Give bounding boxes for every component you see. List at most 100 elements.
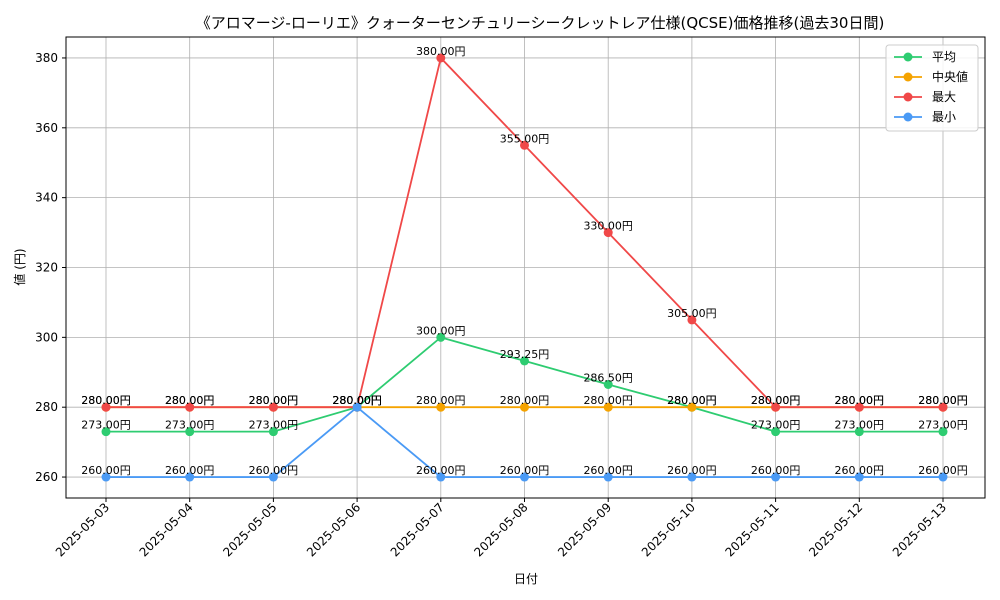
data-point	[520, 402, 529, 412]
legend-marker	[903, 72, 913, 82]
data-label: 355.00円	[500, 132, 550, 145]
legend-marker	[903, 52, 913, 62]
data-label: 305.00円	[667, 307, 717, 320]
data-point	[520, 472, 529, 482]
data-label: 293.25円	[500, 348, 550, 361]
data-point	[938, 402, 948, 412]
data-label: 280.00円	[918, 394, 968, 407]
x-tick-label: 2025-05-11	[723, 500, 782, 559]
y-tick-label: 340	[35, 191, 58, 205]
data-label: 280.00円	[751, 394, 801, 407]
data-point	[520, 140, 529, 150]
data-point	[771, 427, 781, 437]
x-axis-label: 日付	[514, 572, 538, 586]
legend-marker	[903, 112, 913, 122]
data-point	[854, 472, 864, 482]
legend-box	[885, 44, 979, 132]
legend-label: 平均	[932, 50, 956, 64]
data-point	[854, 402, 864, 412]
data-point	[268, 402, 278, 412]
data-point	[771, 472, 781, 482]
data-point	[352, 402, 362, 412]
x-tick-label: 2025-05-07	[388, 500, 447, 559]
y-tick-label: 380	[35, 51, 58, 65]
data-label: 260.00円	[918, 464, 968, 477]
data-label: 280.00円	[332, 394, 382, 407]
series-layer	[101, 53, 948, 482]
data-label: 280.00円	[667, 394, 717, 407]
data-point	[436, 402, 446, 412]
data-label: 260.00円	[667, 464, 717, 477]
data-label: 280.00円	[81, 394, 131, 407]
data-point	[603, 402, 613, 412]
x-tick-label: 2025-05-03	[53, 500, 112, 559]
data-label: 280.00円	[165, 394, 215, 407]
data-point	[185, 427, 195, 437]
x-tick-label: 2025-05-05	[220, 500, 279, 559]
data-label: 286.50円	[583, 371, 633, 384]
x-tick-label: 2025-05-13	[890, 500, 949, 559]
data-label: 273.00円	[81, 419, 131, 432]
data-point	[938, 472, 948, 482]
x-tick-label: 2025-05-08	[471, 500, 530, 559]
data-point	[101, 472, 111, 482]
data-label: 330.00円	[583, 220, 633, 233]
data-point	[436, 53, 446, 63]
data-label: 260.00円	[835, 464, 885, 477]
data-label: 280.00円	[249, 394, 299, 407]
y-tick-label: 260	[35, 470, 58, 484]
data-point	[854, 427, 864, 437]
data-point	[436, 332, 446, 342]
chart-title: 《アロマージ-ローリエ》クォーターセンチュリーシークレットレア仕様(QCSE)価…	[196, 14, 885, 32]
data-label: 273.00円	[249, 419, 299, 432]
data-label: 273.00円	[751, 419, 801, 432]
x-tick-label: 2025-05-12	[806, 500, 865, 559]
x-tick-label: 2025-05-04	[137, 500, 196, 559]
data-point	[185, 402, 195, 412]
y-tick-label: 320	[35, 261, 58, 275]
data-label: 260.00円	[165, 464, 215, 477]
data-point	[436, 472, 446, 482]
x-tick-label: 2025-05-06	[304, 500, 363, 559]
x-tick-label: 2025-05-10	[639, 500, 698, 559]
data-point	[101, 402, 111, 412]
data-label: 280.00円	[667, 394, 717, 407]
data-label: 260.00円	[81, 464, 131, 477]
data-label: 280.00円	[918, 394, 968, 407]
data-label: 280.00円	[751, 394, 801, 407]
data-label: 280.00円	[332, 394, 382, 407]
axes-layer: 260 280 300 320 340 360 380 2025-05-03 2025-05-0…	[35, 36, 986, 559]
legend-label: 中央値	[932, 69, 968, 84]
data-point	[771, 402, 781, 412]
legend-label: 最大	[932, 90, 956, 104]
data-point	[603, 379, 613, 389]
data-label: 260.00円	[500, 464, 550, 477]
data-label: 273.00円	[835, 419, 885, 432]
data-label: 380.00円	[416, 45, 466, 58]
data-label: 300.00円	[416, 324, 466, 337]
data-label: 260.00円	[583, 464, 633, 477]
data-label: 280.00円	[416, 394, 466, 407]
data-point	[185, 472, 195, 482]
y-axis-label: 値 (円)	[12, 248, 27, 285]
data-point	[603, 472, 613, 482]
y-tick-label: 300	[35, 330, 58, 344]
y-tick-label: 280	[35, 400, 58, 414]
data-point	[687, 472, 697, 482]
data-label: 280.00円	[583, 394, 633, 407]
data-point	[268, 427, 278, 437]
data-label: 280.00円	[835, 394, 885, 407]
y-tick-label: 360	[35, 121, 58, 135]
data-point	[687, 315, 697, 325]
data-label: 273.00円	[918, 419, 968, 432]
data-point	[603, 228, 613, 238]
x-tick-label: 2025-05-09	[555, 500, 614, 559]
data-label: 280.00円	[165, 394, 215, 407]
data-label: 280.00円	[249, 394, 299, 407]
data-label: 260.00円	[751, 464, 801, 477]
data-point	[938, 427, 948, 437]
data-label: 280.00円	[332, 394, 382, 407]
